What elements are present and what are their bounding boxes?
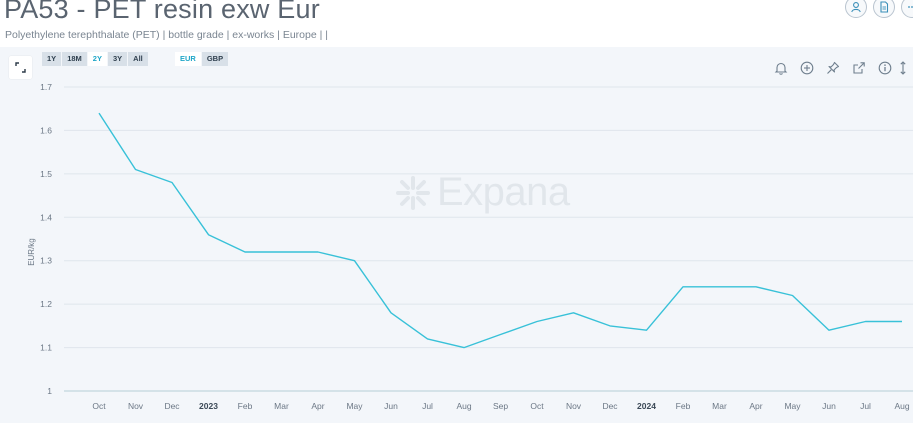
currency-button-gbp[interactable]: GBP	[201, 52, 230, 66]
y-tick-label: 1.1	[40, 343, 52, 353]
watermark-text: Expana	[437, 170, 570, 214]
x-tick-label: Apr	[749, 401, 762, 411]
currency-selector: EUR GBP	[175, 52, 230, 66]
chart-toolbar	[768, 60, 908, 76]
x-tick-label: Feb	[238, 401, 253, 411]
x-tick-label: 2023	[199, 401, 218, 411]
document-button[interactable]	[873, 0, 895, 18]
pin-button[interactable]	[820, 60, 846, 76]
x-tick-label: Aug	[456, 401, 471, 411]
x-tick-label: 2024	[637, 401, 656, 411]
x-tick-label: May	[346, 401, 363, 411]
x-tick-label: Oct	[92, 401, 106, 411]
more-icon	[908, 6, 913, 8]
x-tick-label: May	[784, 401, 801, 411]
range-button-all[interactable]: All	[128, 52, 149, 66]
y-tick-label: 1.6	[40, 125, 52, 135]
y-tick-label: 1.4	[40, 212, 52, 222]
x-tick-label: Jun	[384, 401, 398, 411]
x-tick-label: Sep	[493, 401, 508, 411]
x-tick-label: Oct	[530, 401, 544, 411]
bell-icon	[774, 62, 788, 75]
external-link-icon	[853, 62, 865, 74]
user-button[interactable]	[845, 0, 867, 18]
range-button-2y[interactable]: 2Y	[87, 52, 108, 66]
range-button-1y[interactable]: 1Y	[42, 52, 63, 66]
expand-button[interactable]	[9, 56, 32, 79]
expana-logo-icon	[396, 175, 430, 210]
x-tick-label: Mar	[712, 401, 727, 411]
x-tick-label: Nov	[128, 401, 144, 411]
series-line	[98, 112, 902, 349]
page-subtitle: Polyethylene terephthalate (PET) | bottl…	[5, 29, 328, 41]
x-tick-label: Aug	[894, 401, 909, 411]
x-tick-label: Jun	[822, 401, 836, 411]
more-button[interactable]	[901, 0, 913, 18]
x-tick-label: Apr	[311, 401, 324, 411]
plus-circle-icon	[800, 61, 814, 75]
y-tick-label: 1.5	[40, 169, 52, 179]
open-external-button[interactable]	[846, 60, 872, 76]
x-tick-label: Feb	[676, 401, 691, 411]
y-tick-label: 1.7	[40, 82, 52, 92]
chart-panel	[0, 47, 913, 423]
alert-button[interactable]	[768, 60, 794, 76]
y-tick-label: 1.3	[40, 256, 52, 266]
user-icon	[851, 2, 861, 13]
currency-button-eur[interactable]: EUR	[175, 52, 202, 66]
x-tick-label: Dec	[602, 401, 618, 411]
x-tick-label: Jul	[860, 401, 871, 411]
info-icon	[878, 61, 892, 75]
document-icon	[880, 1, 889, 13]
expand-icon	[15, 62, 26, 73]
range-button-3y[interactable]: 3Y	[107, 52, 129, 66]
top-actions	[845, 0, 913, 18]
x-tick-label: Dec	[164, 401, 180, 411]
y-tick-label: 1	[47, 386, 52, 396]
line-chart: 1 1.1 1.2 1.3 1.4 1.5 1.6 1.7 EUR/kg Oct Nov Dec 202…	[27, 82, 913, 411]
range-button-18m[interactable]: 18M	[62, 52, 88, 66]
time-range-selector: 1Y 18M 2Y 3Y All	[42, 52, 149, 66]
x-tick-label: Mar	[274, 401, 289, 411]
resize-icon	[900, 61, 906, 75]
expana-watermark: Expana	[395, 170, 570, 215]
page-title: PA53 - PET resin exw Eur	[4, 0, 320, 24]
resize-button[interactable]	[898, 60, 908, 76]
pin-icon	[827, 61, 840, 74]
add-button[interactable]	[794, 60, 820, 76]
info-button[interactable]	[872, 60, 898, 76]
x-tick-label: Nov	[566, 401, 582, 411]
y-tick-label: 1.2	[40, 299, 52, 309]
x-tick-label: Jul	[422, 401, 433, 411]
y-axis-label: EUR/kg	[27, 238, 36, 266]
